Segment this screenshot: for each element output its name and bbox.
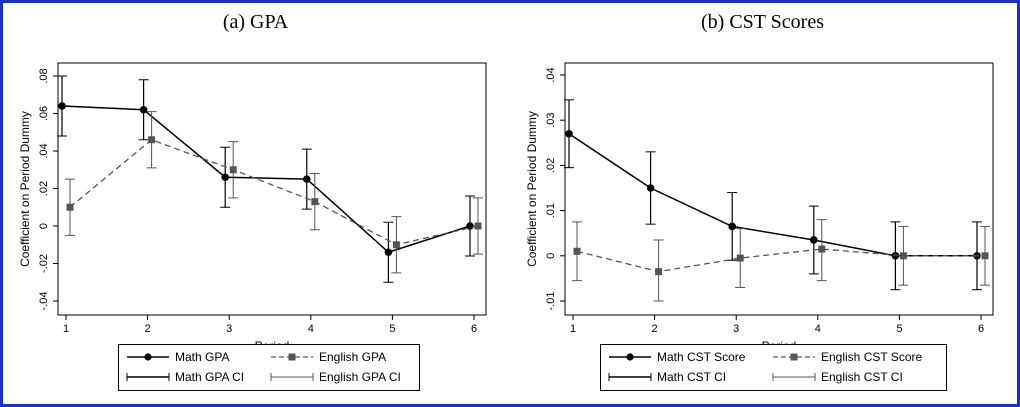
y-tick-label: .02 bbox=[545, 158, 557, 173]
english-point bbox=[981, 252, 989, 260]
legend-item-math-ci: Math CST CI bbox=[607, 368, 767, 386]
plot-border bbox=[564, 62, 994, 316]
y-tick-label: .06 bbox=[38, 106, 50, 121]
y-tick-label: .08 bbox=[38, 68, 50, 83]
math-point bbox=[303, 175, 311, 183]
legend-item-english-ci: English GPA CI bbox=[269, 368, 414, 386]
math-point bbox=[810, 236, 818, 244]
math-point bbox=[891, 252, 900, 260]
plot-border bbox=[57, 62, 487, 316]
english-point bbox=[655, 268, 663, 276]
english-point bbox=[818, 245, 826, 253]
legend-item-english: English GPA bbox=[269, 348, 414, 366]
x-tick-label: 1 bbox=[63, 323, 69, 335]
y-tick-label: -.04 bbox=[38, 292, 50, 311]
math-point bbox=[58, 102, 66, 110]
x-tick-label: 2 bbox=[145, 323, 151, 335]
legend-item-math: Math CST Score bbox=[607, 348, 767, 366]
x-tick-label: 4 bbox=[308, 323, 314, 335]
english-point bbox=[392, 241, 400, 249]
english-point bbox=[474, 222, 482, 230]
math-point bbox=[646, 184, 655, 192]
legend-label: Math CST Score bbox=[657, 350, 746, 364]
english-point bbox=[66, 203, 74, 211]
legend-label: English GPA bbox=[319, 350, 387, 364]
math-series-line bbox=[568, 133, 977, 257]
y-tick-label: .03 bbox=[545, 113, 557, 128]
x-tick-label: 3 bbox=[226, 323, 232, 335]
panel-gpa: (a) GPA -.04-.020.02.04.06.08123456Perio… bbox=[3, 3, 508, 404]
x-tick-label: 2 bbox=[652, 323, 658, 335]
x-tick-label: 4 bbox=[815, 323, 821, 335]
y-axis-label: Coefficient on Period Dummy bbox=[525, 111, 539, 267]
legend-label: English GPA CI bbox=[319, 370, 401, 384]
x-tick-label: 5 bbox=[389, 323, 395, 335]
y-tick-label: .04 bbox=[38, 143, 50, 158]
legend-label: English CST CI bbox=[821, 370, 903, 384]
y-tick-label: 0 bbox=[38, 223, 50, 229]
y-tick-label: -.02 bbox=[38, 254, 50, 273]
math-point bbox=[221, 173, 229, 182]
chart-title: (a) GPA bbox=[222, 11, 289, 33]
x-tick-label: 6 bbox=[471, 323, 477, 335]
english-point bbox=[736, 254, 744, 262]
cst-chart: -.010.01.02.03.04123456PeriodCoefficient… bbox=[525, 62, 994, 353]
legend-item-math: Math GPA bbox=[125, 348, 265, 366]
y-tick-label: 0 bbox=[545, 253, 557, 259]
legend-label: English CST Score bbox=[821, 350, 923, 364]
english-point bbox=[573, 247, 581, 255]
math-point bbox=[139, 105, 148, 114]
x-tick-label: 5 bbox=[896, 323, 902, 335]
y-tick-label: .04 bbox=[545, 67, 557, 82]
legend-item-english: English CST Score bbox=[771, 348, 941, 366]
x-tick-label: 3 bbox=[733, 323, 739, 335]
legend-label: Math GPA bbox=[175, 350, 230, 364]
legend-item-english-ci: English CST CI bbox=[771, 368, 941, 386]
english-point bbox=[229, 166, 237, 174]
gpa-chart: -.04-.020.02.04.06.08123456PeriodCoeffic… bbox=[18, 62, 487, 353]
y-tick-label: .02 bbox=[38, 181, 50, 196]
english-point bbox=[148, 136, 156, 144]
y-axis-label: Coefficient on Period Dummy bbox=[18, 111, 32, 267]
legend: Math GPA English GPA Math GPA CI English… bbox=[118, 344, 420, 391]
english-series-line bbox=[576, 248, 985, 273]
math-series-line bbox=[61, 105, 471, 254]
panel-cst: (b) CST Scores -.010.01.02.03.04123456Pe… bbox=[510, 3, 1015, 404]
y-tick-label: .01 bbox=[545, 203, 557, 218]
x-tick-label: 6 bbox=[978, 323, 984, 335]
english-point bbox=[899, 252, 907, 260]
legend: Math CST Score English CST Score Math CS… bbox=[600, 344, 947, 391]
chart-title: (b) CST Scores bbox=[701, 11, 824, 33]
math-point bbox=[565, 129, 573, 138]
legend-item-math-ci: Math GPA CI bbox=[125, 368, 265, 386]
math-point bbox=[384, 248, 393, 257]
english-point bbox=[311, 198, 319, 206]
legend-label: Math GPA CI bbox=[175, 370, 245, 384]
y-tick-label: -.01 bbox=[545, 292, 557, 311]
math-point bbox=[728, 222, 736, 231]
english-series-line bbox=[69, 139, 479, 246]
legend-label: Math CST CI bbox=[657, 370, 727, 384]
x-tick-label: 1 bbox=[570, 323, 576, 335]
